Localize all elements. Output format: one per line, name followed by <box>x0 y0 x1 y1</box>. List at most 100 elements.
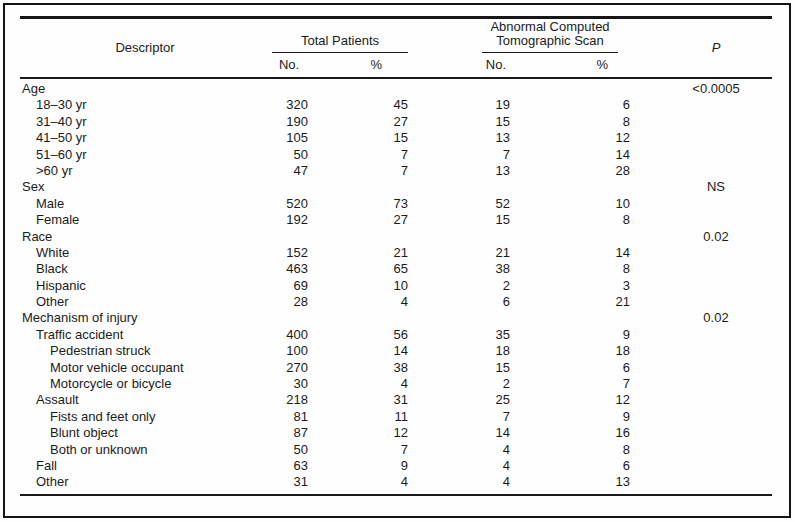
total-no-cell <box>270 229 308 245</box>
total-no-cell <box>270 310 308 326</box>
abnormal-percent-cell: 18 <box>510 343 630 359</box>
abnormal-no-cell: 7 <box>408 147 510 163</box>
descriptor-cell: Black <box>20 261 270 277</box>
descriptor-cell: 41–50 yr <box>20 130 270 146</box>
abnormal-percent-cell: 6 <box>510 458 630 474</box>
total-percent-cell: 56 <box>308 327 408 343</box>
abnormal-no-cell: 15 <box>408 212 510 228</box>
table-row: >60 yr 47 7 13 28 <box>20 163 772 179</box>
abnormal-no-cell: 7 <box>408 409 510 425</box>
p-value-cell <box>630 392 772 408</box>
abnormal-no-cell <box>408 310 510 326</box>
table-bottom-rule <box>20 494 772 496</box>
abnormal-no-cell: 2 <box>408 278 510 294</box>
abnormal-percent-cell: 13 <box>510 474 630 490</box>
descriptor-cell: >60 yr <box>20 163 270 179</box>
p-value-cell: 0.02 <box>630 229 772 245</box>
descriptor-cell: Other <box>20 294 270 310</box>
table-row: Sex NS <box>20 179 772 195</box>
subheader-abnormal-percent: % <box>510 53 630 77</box>
total-percent-cell: 4 <box>308 474 408 490</box>
abnormal-no-cell <box>408 229 510 245</box>
abnormal-no-cell: 18 <box>408 343 510 359</box>
descriptor-cell: 51–60 yr <box>20 147 270 163</box>
total-percent-cell: 7 <box>308 442 408 458</box>
p-value-cell <box>630 278 772 294</box>
abnormal-no-cell: 25 <box>408 392 510 408</box>
total-percent-cell: 11 <box>308 409 408 425</box>
abnormal-no-cell: 14 <box>408 425 510 441</box>
abnormal-percent-cell: 8 <box>510 261 630 277</box>
abnormal-percent-cell: 9 <box>510 327 630 343</box>
column-group-total-patients-label: Total Patients <box>272 34 408 53</box>
table-row: Blunt object 87 12 14 16 <box>20 425 772 441</box>
descriptor-cell: Pedestrian struck <box>20 343 270 359</box>
abnormal-percent-cell: 3 <box>510 278 630 294</box>
total-no-cell: 28 <box>270 294 308 310</box>
table-row: Race 0.02 <box>20 229 772 245</box>
abnormal-percent-cell <box>510 310 630 326</box>
abnormal-no-cell: 15 <box>408 114 510 130</box>
abnormal-no-cell: 2 <box>408 376 510 392</box>
table-row: Other 31 4 4 13 <box>20 474 772 490</box>
abnormal-no-cell <box>408 81 510 97</box>
abnormal-percent-cell <box>510 179 630 195</box>
abnormal-percent-cell: 6 <box>510 360 630 376</box>
total-percent-cell: 7 <box>308 163 408 179</box>
abnormal-percent-cell: 12 <box>510 130 630 146</box>
descriptor-cell: Blunt object <box>20 425 270 441</box>
table-row: Assault 218 31 25 12 <box>20 392 772 408</box>
total-percent-cell: 38 <box>308 360 408 376</box>
abnormal-no-cell: 38 <box>408 261 510 277</box>
table-row: Traffic accident 400 56 35 9 <box>20 327 772 343</box>
column-header-p-value: P <box>630 19 772 77</box>
abnormal-percent-cell: 28 <box>510 163 630 179</box>
total-no-cell <box>270 81 308 97</box>
table-row: Motor vehicle occupant 270 38 15 6 <box>20 360 772 376</box>
total-no-cell: 100 <box>270 343 308 359</box>
total-percent-cell: 21 <box>308 245 408 261</box>
abnormal-no-cell: 19 <box>408 97 510 113</box>
total-percent-cell: 12 <box>308 425 408 441</box>
p-value-cell: 0.02 <box>630 310 772 326</box>
abnormal-percent-cell: 12 <box>510 392 630 408</box>
scanned-table-page: Descriptor Total Patients Abnormal Compu… <box>0 0 795 522</box>
total-no-cell: 81 <box>270 409 308 425</box>
p-value-cell <box>630 409 772 425</box>
abnormal-no-cell: 4 <box>408 442 510 458</box>
total-percent-cell <box>308 310 408 326</box>
total-percent-cell: 9 <box>308 458 408 474</box>
table-body: Age <0.0005 18–30 yr 320 45 19 6 31–40 y… <box>20 79 772 491</box>
column-group-abnormal-ct: Abnormal Computed Tomographic Scan <box>408 19 630 53</box>
abnormal-no-cell: 13 <box>408 163 510 179</box>
table-row: 31–40 yr 190 27 15 8 <box>20 114 772 130</box>
abnormal-percent-cell: 21 <box>510 294 630 310</box>
descriptor-cell: Assault <box>20 392 270 408</box>
descriptor-cell: Both or unknown <box>20 442 270 458</box>
p-value-cell <box>630 114 772 130</box>
total-no-cell: 87 <box>270 425 308 441</box>
total-percent-cell <box>308 179 408 195</box>
table-row: 41–50 yr 105 15 13 12 <box>20 130 772 146</box>
column-header-descriptor: Descriptor <box>20 19 270 77</box>
column-group-abnormal-ct-label: Abnormal Computed Tomographic Scan <box>482 20 618 53</box>
total-no-cell: 190 <box>270 114 308 130</box>
total-no-cell: 320 <box>270 97 308 113</box>
table-row: 18–30 yr 320 45 19 6 <box>20 97 772 113</box>
descriptor-cell: Mechanism of injury <box>20 310 270 326</box>
abnormal-no-cell: 6 <box>408 294 510 310</box>
p-value-cell <box>630 474 772 490</box>
abnormal-no-cell: 4 <box>408 474 510 490</box>
abnormal-no-cell: 52 <box>408 196 510 212</box>
descriptor-cell: Motorcycle or bicycle <box>20 376 270 392</box>
p-value-cell <box>630 327 772 343</box>
abnormal-no-cell: 15 <box>408 360 510 376</box>
total-no-cell: 63 <box>270 458 308 474</box>
p-value-cell <box>630 130 772 146</box>
total-no-cell <box>270 179 308 195</box>
p-value-cell <box>630 261 772 277</box>
descriptor-cell: Age <box>20 81 270 97</box>
descriptor-cell: Female <box>20 212 270 228</box>
p-value-cell <box>630 147 772 163</box>
descriptor-cell: Fall <box>20 458 270 474</box>
